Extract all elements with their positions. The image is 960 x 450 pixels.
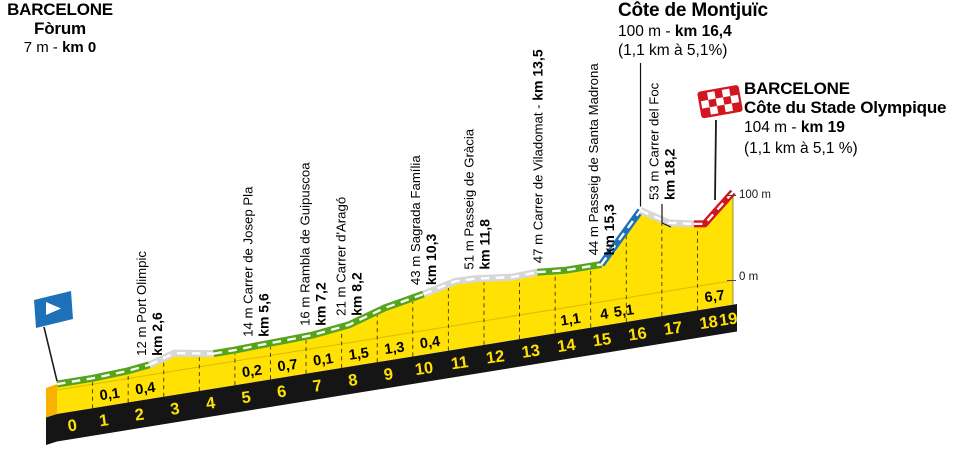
km-tick-number: 17 xyxy=(663,318,684,338)
km-band xyxy=(57,304,737,442)
start-elevation: 7 m - xyxy=(23,39,63,56)
finish-detail: (1,1 km à 5,1 %) xyxy=(744,140,858,157)
start-flag-pole xyxy=(43,326,58,382)
gradient-percent-label: 1,5 xyxy=(348,345,370,364)
zero-meter-line xyxy=(56,279,734,391)
gradient-percent-label: 1,1 xyxy=(559,311,581,330)
km-tick-number: 13 xyxy=(521,341,542,361)
km-tick-number: 9 xyxy=(383,365,395,384)
elevation-fill xyxy=(57,192,734,414)
gradient-percent-label: 0,1 xyxy=(99,386,121,405)
checkered-flag-square xyxy=(724,103,734,113)
road-centerline-dashes xyxy=(423,271,538,296)
montjuic-stats: 100 m - km 16,4 xyxy=(618,22,768,41)
gradient-percent-label: 0,7 xyxy=(277,357,299,376)
km-tick-number: 1 xyxy=(98,411,110,430)
montjuic-km: km 16,4 xyxy=(674,23,732,40)
km-tick-number: 12 xyxy=(485,347,506,367)
gradient-percent-label: 6,7 xyxy=(704,288,726,307)
km-tick-number: 0 xyxy=(67,416,79,435)
finish-elevation: 104 m - xyxy=(744,119,801,136)
gradient-percent-label: 1,3 xyxy=(383,339,405,358)
km-tick-number: 15 xyxy=(592,330,613,350)
km-tick-number: 18 xyxy=(698,313,719,333)
checkered-flag-square xyxy=(730,94,740,104)
waypoint-name: 47 m Carrer de Viladomat - xyxy=(530,101,545,263)
start-km: km 0 xyxy=(62,39,97,56)
km-tick-number: 6 xyxy=(276,382,288,401)
checkered-flag-square xyxy=(700,99,710,109)
waypoint-km: km 11,8 xyxy=(476,219,492,270)
start-city: BARCELONE xyxy=(7,0,113,19)
waypoint-name: 21 m Carrer d'Aragó xyxy=(333,197,348,316)
montjuic-name: Côte de Montjuïc xyxy=(618,0,768,21)
finish-km: km 19 xyxy=(800,119,845,136)
montjuic-elevation: 100 m - xyxy=(618,23,675,40)
road-centerline-dashes xyxy=(600,209,642,266)
montjuic-label-block: Côte de Montjuïc 100 m - km 16,4 (1,1 km… xyxy=(618,0,768,61)
start-name: Fòrum xyxy=(34,19,86,38)
checkered-flag-square xyxy=(709,105,719,115)
waypoint-label: 47 m Carrer de Viladomat - km 13,5 xyxy=(529,49,545,263)
band-left-face xyxy=(46,414,57,445)
waypoint-km: km 10,3 xyxy=(423,233,439,285)
gradient-percent-label: 5,1 xyxy=(613,302,635,321)
finish-city: BARCELONE xyxy=(744,79,850,98)
km-tick-number: 19 xyxy=(718,309,739,329)
waypoint-name: 16 m Rambla de Guipuscoa xyxy=(298,162,313,326)
checkered-flag-square xyxy=(706,91,716,100)
gradient-percent-label: 0,2 xyxy=(241,363,263,382)
waypoint-name: 43 m Sagrada Família xyxy=(408,155,423,285)
gradient-percent-label: 0,1 xyxy=(312,351,334,370)
gradient-percent-label: 4 xyxy=(599,306,609,323)
km-tick-number: 8 xyxy=(347,371,359,390)
waypoint-km: km 5,6 xyxy=(256,293,272,337)
km-tick-number: 3 xyxy=(169,400,181,419)
elevation-scale-100m: 100 m xyxy=(739,189,771,201)
waypoint-name: 12 m Port Olimpic xyxy=(134,251,149,356)
km-tick-number: 7 xyxy=(312,377,324,396)
km-tick-number: 14 xyxy=(556,336,577,356)
start-label-block: BARCELONE Fòrum 7 m - km 0 xyxy=(0,0,120,58)
road-centerline-dashes xyxy=(693,191,734,226)
waypoint-km: km 7,2 xyxy=(313,282,329,326)
waypoint-name: 14 m Carrer de Josep Pla xyxy=(241,186,256,337)
finish-stats: 104 m - km 19 xyxy=(744,117,946,139)
finish-label-block: BARCELONE Côte du Stade Olympique 104 m … xyxy=(744,79,946,159)
road-centerline-dashes xyxy=(537,263,602,274)
road-segment-gray xyxy=(148,349,214,368)
km-tick-number: 4 xyxy=(205,394,217,413)
gradient-percent-label: 0,4 xyxy=(134,380,156,399)
waypoint-km: km 2,6 xyxy=(149,312,165,356)
elevation-scale-0m: 0 m xyxy=(739,271,759,283)
road-centerline-dashes xyxy=(640,209,694,226)
checkered-flag-square xyxy=(715,97,725,106)
km-tick-number: 11 xyxy=(450,353,470,373)
montjuic-detail: (1,1 km à 5,1%) xyxy=(618,42,728,59)
finish-flag-pole xyxy=(714,119,717,201)
checkered-flag-icon xyxy=(697,85,743,119)
ribbon-left-face xyxy=(46,384,57,418)
checkered-flag-square xyxy=(721,88,731,98)
gradient-percent-label: 0,4 xyxy=(419,334,441,353)
waypoint-name: 53 m Carrer del Foc xyxy=(647,82,662,200)
waypoint-pointer-hook xyxy=(661,204,672,228)
finish-name: Côte du Stade Olympique xyxy=(744,98,947,117)
start-flag-triangle xyxy=(46,302,61,315)
waypoint-name: 44 m Passeig de Santa Madrona xyxy=(586,63,601,256)
km-tick-number: 16 xyxy=(627,324,648,344)
road-centerline-dashes xyxy=(213,293,424,355)
waypoint-km: km 18,2 xyxy=(662,148,678,200)
waypoint-km: km 13,5 xyxy=(529,49,545,101)
waypoint-km: km 8,2 xyxy=(348,272,364,316)
km-tick-number: 10 xyxy=(414,359,435,379)
km-tick-number: 2 xyxy=(134,406,146,425)
road-centerline-dashes xyxy=(56,363,150,386)
km-tick-number: 5 xyxy=(240,388,252,407)
waypoint-name: 51 m Passeig de Gràcia xyxy=(461,128,476,269)
waypoint-km: km 15,3 xyxy=(601,204,617,256)
start-stats: 7 m - km 0 xyxy=(0,38,120,58)
